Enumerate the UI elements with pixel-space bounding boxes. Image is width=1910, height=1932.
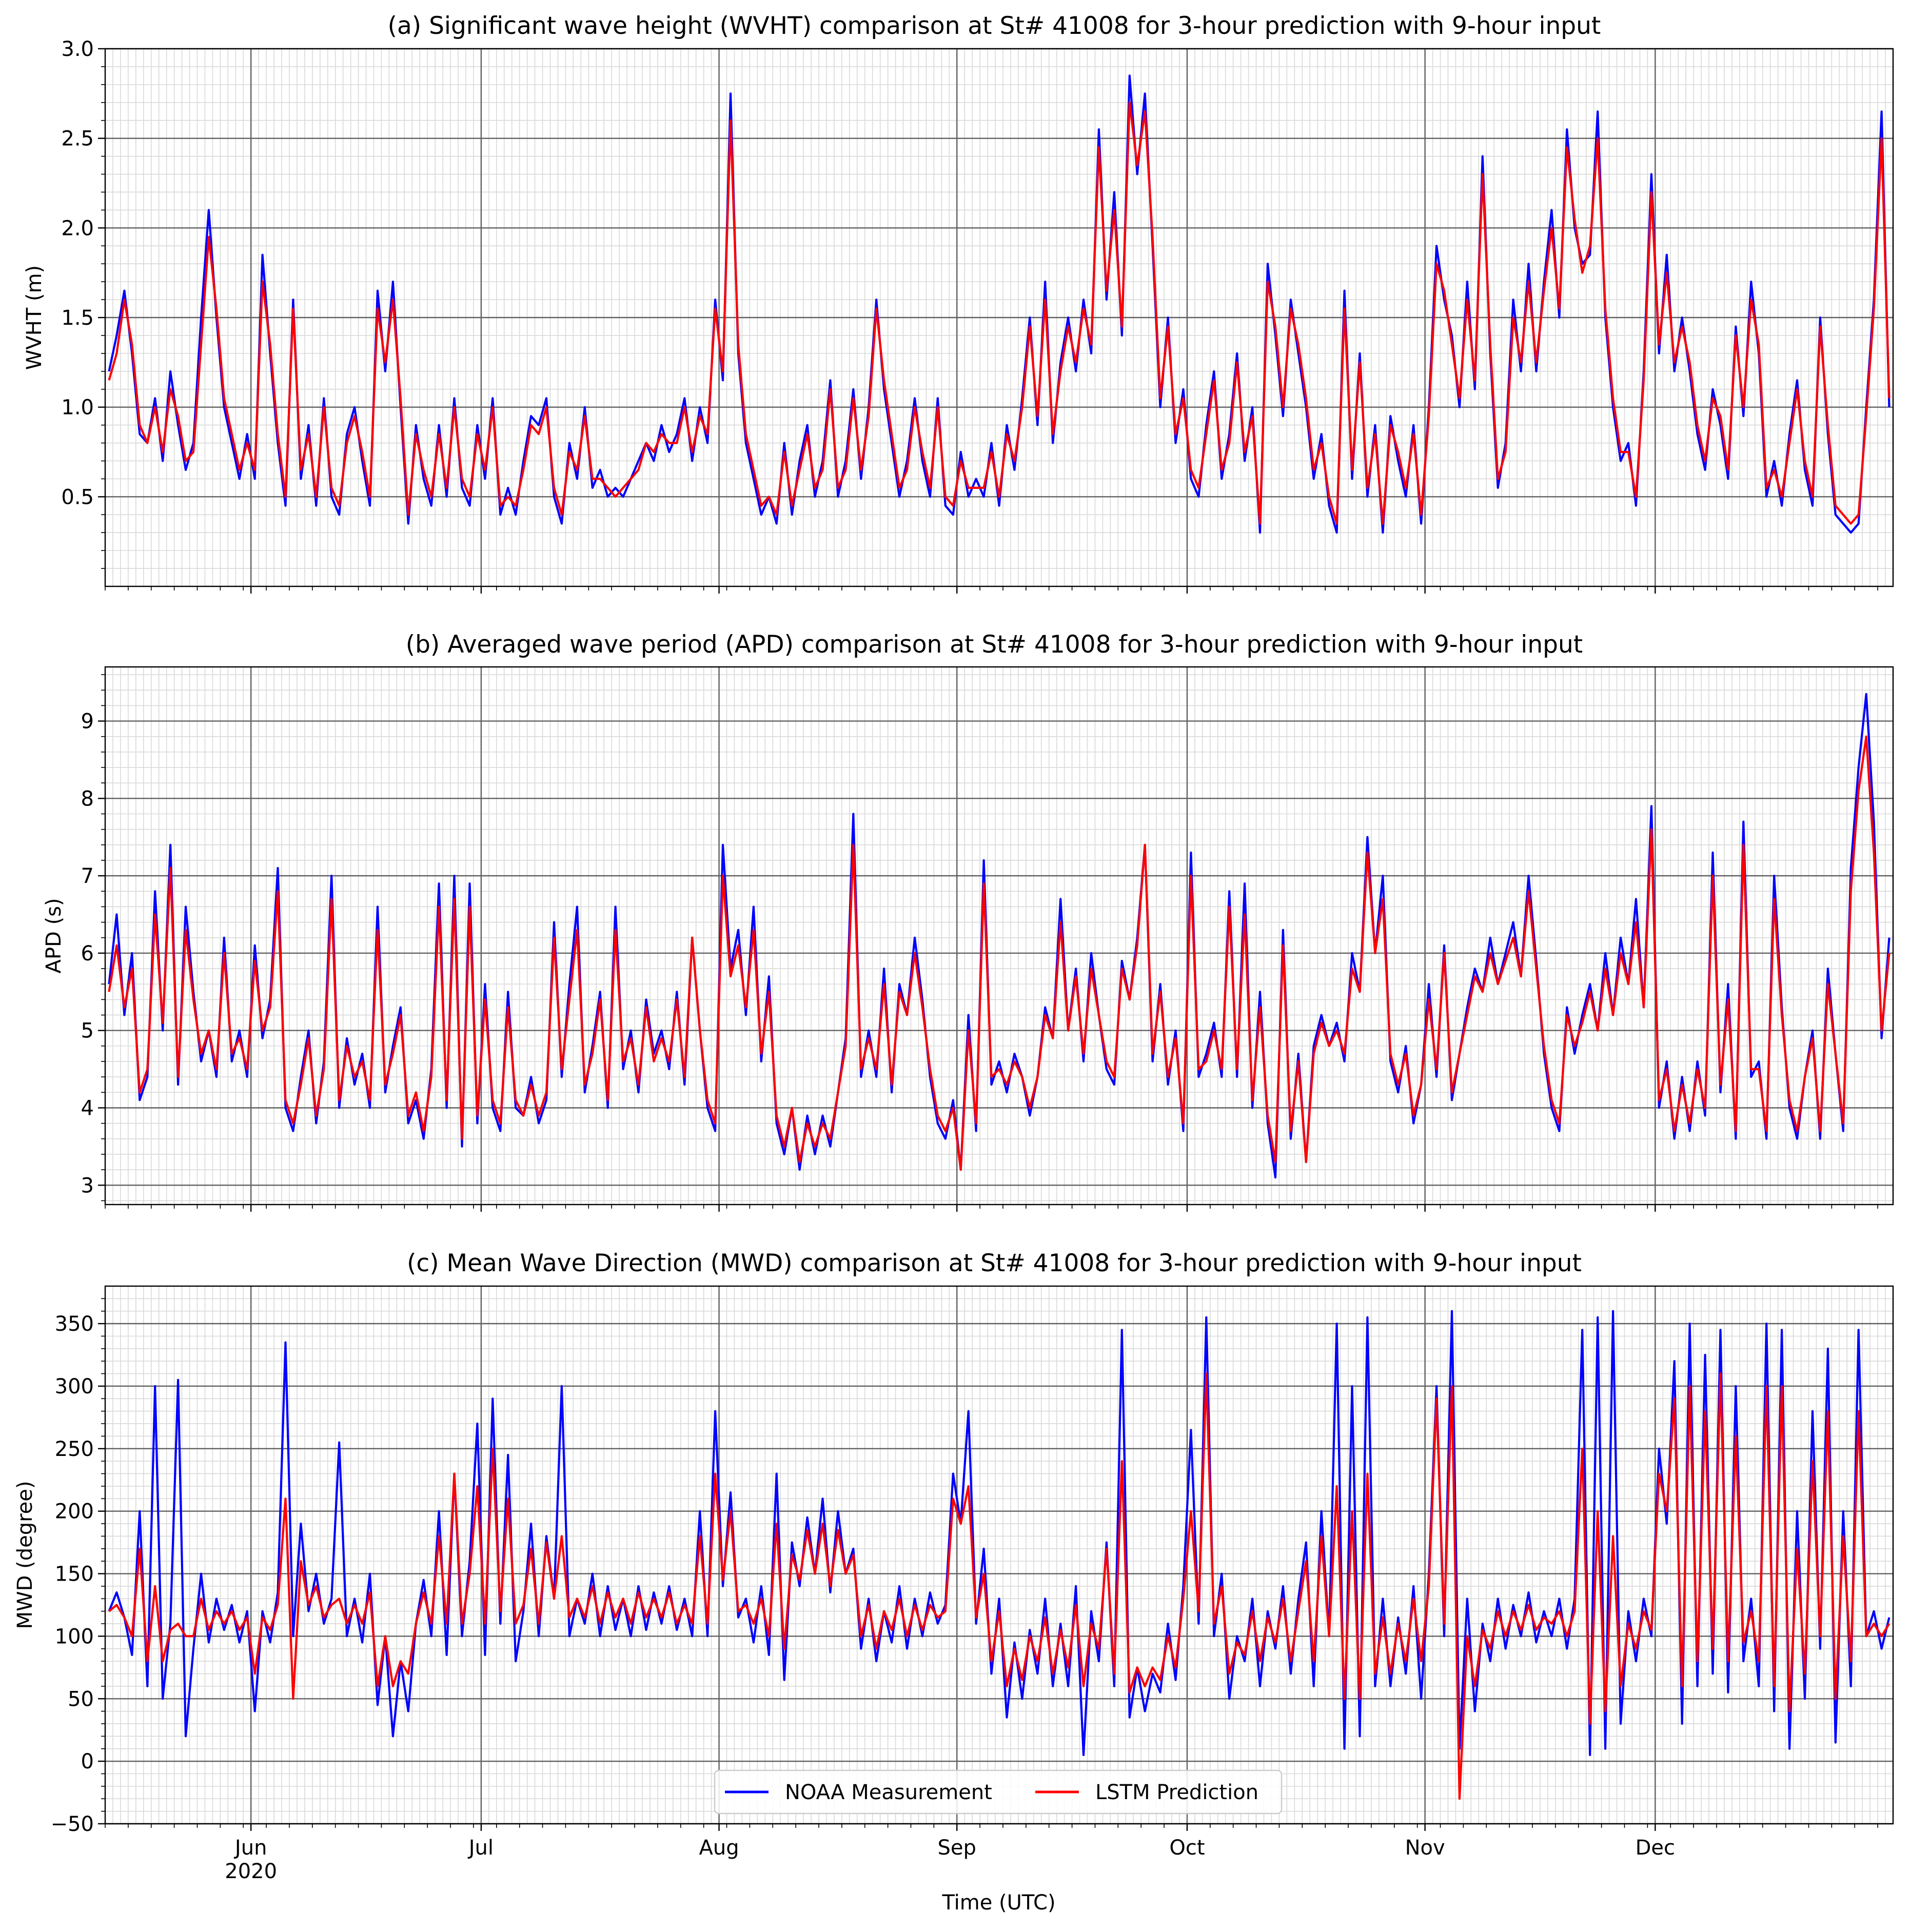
panel-b-x-ticks [105,1205,1878,1212]
panel-a: (a) Significant wave height (WVHT) compa… [23,12,1894,594]
legend-label-lstm: LSTM Prediction [1095,1781,1258,1804]
y-tick-label: 2.5 [61,127,94,151]
y-tick-label: 5 [81,1019,94,1043]
y-tick-label: 250 [55,1437,94,1461]
panel-c-y-ticks: −50 0 50 100 150 200 250 300 350 [51,1298,105,1836]
x-tick-label: Sep [938,1836,976,1860]
panel-b-title: (b) Averaged wave period (APD) compariso… [406,630,1583,659]
x-tick-label: Oct [1169,1836,1205,1860]
y-tick-label: 8 [81,787,94,811]
y-tick-label: 100 [55,1625,94,1648]
y-tick-label: 350 [55,1312,94,1336]
y-tick-label: 300 [55,1375,94,1398]
panel-c-series-lstm [108,1372,1891,1800]
panel-b-series-lstm [108,735,1891,1171]
y-tick-label: 3.0 [61,37,94,61]
series-line-lstm-prediction [108,1372,1891,1800]
panel-a-y-ticks: 0.5 1.0 1.5 2.0 2.5 3.0 [61,37,105,569]
panel-a-series-lstm [108,101,1891,525]
panel-a-ylabel: WVHT (m) [23,265,46,370]
legend-box [714,1769,1283,1815]
x-tick-label: Jun [233,1836,267,1860]
series-line-noaa-measurement [108,1310,1891,1757]
panel-c: (c) Mean Wave Direction (MWD) comparison… [13,1249,1894,1915]
panel-a-title: (a) Significant wave height (WVHT) compa… [388,12,1601,40]
y-tick-label: 0.5 [61,485,94,509]
panel-b-ylabel: APD (s) [42,898,66,973]
y-tick-label: 0 [81,1750,94,1773]
x-tick-label: Dec [1636,1836,1675,1860]
y-tick-label: 7 [81,864,94,888]
series-line-lstm-prediction [108,101,1891,525]
y-tick-label: 3 [81,1174,94,1197]
panel-b-frame [104,666,1894,1206]
legend: NOAA Measurement LSTM Prediction [714,1769,1283,1815]
y-tick-label: 9 [81,710,94,734]
legend-label-noaa: NOAA Measurement [785,1781,992,1804]
y-tick-label: 2.0 [61,216,94,240]
y-tick-label: 50 [68,1687,94,1711]
panel-b-y-ticks: 3 4 5 6 7 8 9 [81,674,105,1201]
x-tick-sublabel: 2020 [225,1860,277,1883]
panel-a-x-ticks [105,586,1878,594]
panel-a-grid [105,48,1893,586]
x-tick-label: Nov [1405,1836,1445,1860]
panel-c-frame [104,1285,1894,1825]
y-tick-label: −50 [51,1812,94,1836]
panel-b: (b) Averaged wave period (APD) compariso… [42,630,1894,1212]
x-tick-label: Aug [699,1836,739,1860]
series-line-lstm-prediction [108,735,1891,1171]
panel-c-title: (c) Mean Wave Direction (MWD) comparison… [407,1249,1582,1277]
y-tick-label: 200 [55,1500,94,1524]
panel-c-series-noaa [108,1310,1891,1757]
y-tick-label: 1.0 [61,396,94,420]
panel-c-ylabel: MWD (degree) [13,1481,37,1629]
x-tick-label: Jul [467,1836,494,1860]
panel-c-xlabel: Time (UTC) [941,1891,1055,1915]
y-tick-label: 150 [55,1563,94,1586]
y-tick-label: 1.5 [61,306,94,330]
y-tick-label: 6 [81,942,94,965]
y-tick-label: 4 [81,1097,94,1120]
